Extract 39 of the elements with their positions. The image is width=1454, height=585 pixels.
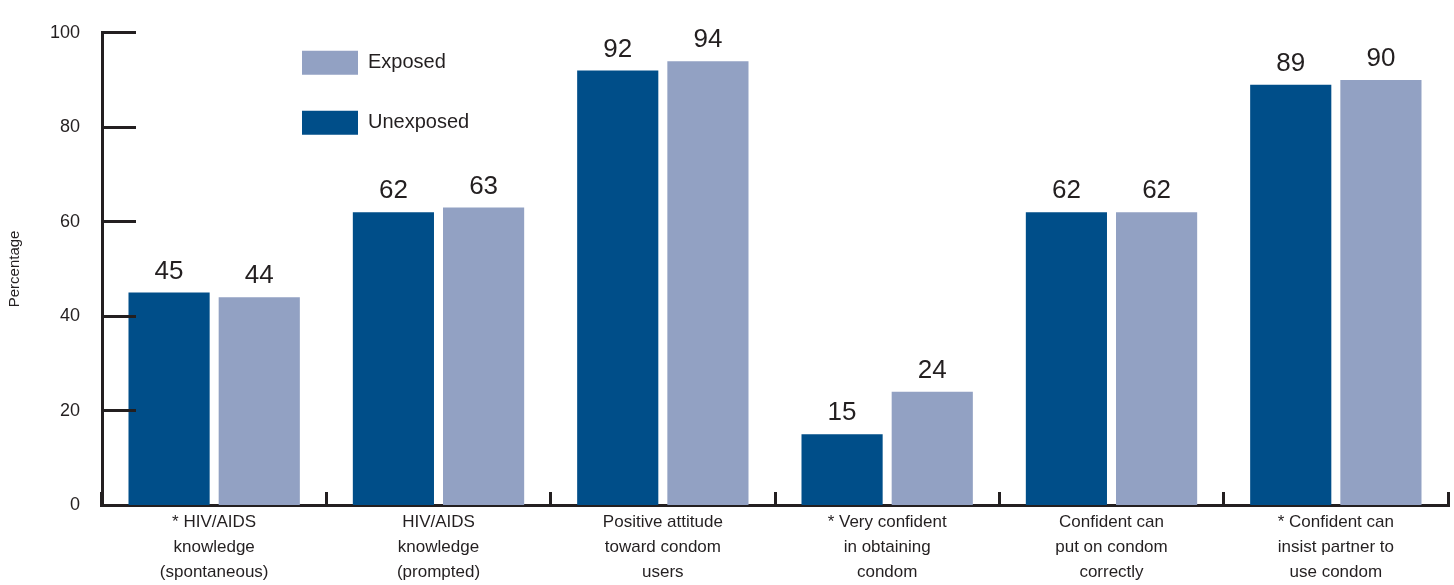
data-label: 92 xyxy=(603,32,633,63)
bar xyxy=(128,292,210,505)
bar xyxy=(577,70,659,505)
x-tick-label: * HIV/AIDS knowledge (spontaneous) xyxy=(159,512,269,582)
data-label: 45 xyxy=(154,254,184,285)
data-label: 62 xyxy=(1142,174,1172,205)
data-label: 62 xyxy=(1051,174,1081,205)
data-label: 90 xyxy=(1366,42,1396,73)
x-tick-label: Positive attitude toward condom users xyxy=(602,512,723,582)
y-tick-label: 40 xyxy=(59,305,80,326)
bar xyxy=(801,434,883,505)
y-tick-label: 0 xyxy=(69,493,80,514)
data-label: 94 xyxy=(693,23,723,54)
bar xyxy=(352,212,434,505)
bar xyxy=(667,61,749,505)
bar xyxy=(218,297,300,505)
bar xyxy=(443,207,525,505)
x-tick-label: * Very confident in obtaining condom xyxy=(827,512,947,582)
legend-label: Exposed xyxy=(368,50,446,73)
data-label: 15 xyxy=(827,396,857,427)
data-label: 62 xyxy=(378,174,408,205)
x-tick-label: * Confident can insist partner to use condom xyxy=(1277,512,1394,582)
y-tick-label: 80 xyxy=(59,116,80,137)
x-tick-label: Confident can put on condom correctly xyxy=(1055,512,1168,582)
legend-label: Unexposed xyxy=(368,110,470,133)
data-label: 44 xyxy=(244,259,274,290)
x-tick-label: HIV/AIDS knowledge (prompted) xyxy=(396,512,481,582)
y-tick-label: 60 xyxy=(59,210,80,231)
y-tick-label: 20 xyxy=(59,399,80,420)
data-label: 63 xyxy=(469,169,499,200)
bar xyxy=(1025,212,1107,505)
bar xyxy=(1116,212,1198,505)
bar xyxy=(1340,80,1422,505)
y-axis-title: Percentage xyxy=(5,230,23,308)
data-label: 24 xyxy=(917,353,947,384)
data-label: 89 xyxy=(1276,46,1306,77)
bar xyxy=(891,391,973,505)
y-tick-label: 100 xyxy=(49,21,80,42)
bar xyxy=(1250,84,1332,505)
